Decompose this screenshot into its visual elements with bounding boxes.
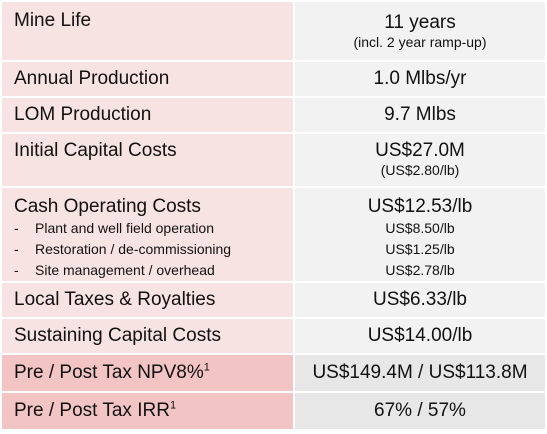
- sub-item: - Restoration / de-commissioning: [14, 239, 293, 260]
- dash-marker: -: [14, 220, 19, 236]
- npv-label: Pre / Post Tax NPV8%1: [14, 362, 293, 384]
- cash-operating-value: US$12.53/lb: [367, 196, 473, 217]
- initial-capital-label: Initial Capital Costs: [14, 140, 177, 161]
- row-value-cell: 11 years (incl. 2 year ramp-up): [293, 0, 547, 62]
- annual-production-value: 1.0 Mlbs/yr: [373, 68, 467, 89]
- sub-item: - Plant and well field operation: [14, 218, 293, 239]
- table-row-lom-production: LOM Production 9.7 Mlbs: [0, 96, 547, 134]
- table-row-npv: Pre / Post Tax NPV8%1 US$149.4M / US$113…: [0, 353, 547, 393]
- initial-capital-value: US$27.0M: [375, 140, 465, 161]
- irr-label: Pre / Post Tax IRR1: [14, 400, 293, 422]
- row-label-cell: Cash Operating Costs - Plant and well fi…: [0, 186, 295, 283]
- mine-life-note: (incl. 2 year ramp-up): [353, 34, 487, 50]
- sub-item-value: US$1.25/lb: [385, 241, 455, 257]
- local-taxes-label: Local Taxes & Royalties: [14, 289, 216, 310]
- row-label-cell: Mine Life: [0, 0, 295, 62]
- row-label-cell: Pre / Post Tax IRR1: [0, 391, 295, 431]
- dash-marker: -: [14, 241, 19, 257]
- row-label-cell: LOM Production: [0, 96, 295, 134]
- sustaining-capital-value: US$14.00/lb: [367, 325, 473, 346]
- row-label-cell: Pre / Post Tax NPV8%1: [0, 353, 295, 393]
- table-row-irr: Pre / Post Tax IRR1 67% / 57%: [0, 391, 547, 431]
- table-row-mine-life: Mine Life 11 years (incl. 2 year ramp-up…: [0, 0, 547, 62]
- sub-item-label: Site management / overhead: [35, 262, 215, 278]
- local-taxes-value: US$6.33/lb: [372, 289, 467, 310]
- row-label-cell: Initial Capital Costs: [0, 132, 295, 188]
- irr-label-text: Pre / Post Tax IRR: [14, 400, 170, 421]
- row-label-cell: Annual Production: [0, 60, 295, 98]
- row-value-cell: US$14.00/lb: [293, 317, 547, 355]
- lom-production-label: LOM Production: [14, 104, 152, 125]
- cash-operating-label: Cash Operating Costs: [14, 196, 201, 217]
- row-value-cell: US$12.53/lb US$8.50/lb US$1.25/lb US$2.7…: [293, 186, 547, 283]
- row-value-cell: US$6.33/lb: [293, 281, 547, 319]
- sub-item-value: US$8.50/lb: [385, 220, 455, 236]
- table-row-sustaining-capital: Sustaining Capital Costs US$14.00/lb: [0, 317, 547, 355]
- sub-item: - Site management / overhead: [14, 260, 293, 281]
- sustaining-capital-label: Sustaining Capital Costs: [14, 325, 221, 346]
- row-label-cell: Sustaining Capital Costs: [0, 317, 295, 355]
- table-row-cash-operating-costs: Cash Operating Costs - Plant and well fi…: [0, 186, 547, 283]
- row-label-cell: Local Taxes & Royalties: [0, 281, 295, 319]
- footnote-marker: 1: [169, 399, 177, 412]
- lom-production-value: 9.7 Mlbs: [384, 104, 456, 125]
- mine-life-value: 11 years: [384, 12, 456, 33]
- row-value-cell: US$27.0M (US$2.80/lb): [293, 132, 547, 188]
- row-value-cell: US$149.4M / US$113.8M: [293, 353, 547, 393]
- row-value-cell: 9.7 Mlbs: [293, 96, 547, 134]
- table-row-annual-production: Annual Production 1.0 Mlbs/yr: [0, 60, 547, 98]
- table-row-local-taxes: Local Taxes & Royalties US$6.33/lb: [0, 281, 547, 319]
- irr-value: 67% / 57%: [374, 400, 466, 421]
- initial-capital-note: (US$2.80/lb): [380, 162, 460, 178]
- dash-marker: -: [14, 262, 19, 278]
- footnote-marker: 1: [203, 361, 210, 374]
- annual-production-label: Annual Production: [14, 68, 170, 89]
- npv-label-text: Pre / Post Tax NPV8%: [14, 362, 204, 383]
- row-value-cell: 1.0 Mlbs/yr: [293, 60, 547, 98]
- table-row-initial-capital: Initial Capital Costs US$27.0M (US$2.80/…: [0, 132, 547, 188]
- mine-life-label: Mine Life: [14, 10, 92, 31]
- row-value-cell: 67% / 57%: [293, 391, 547, 431]
- sub-item-value: US$2.78/lb: [385, 262, 455, 278]
- sub-item-label: Plant and well field operation: [35, 220, 215, 236]
- npv-value: US$149.4M / US$113.8M: [312, 362, 528, 383]
- sub-item-label: Restoration / de-commissioning: [35, 241, 232, 257]
